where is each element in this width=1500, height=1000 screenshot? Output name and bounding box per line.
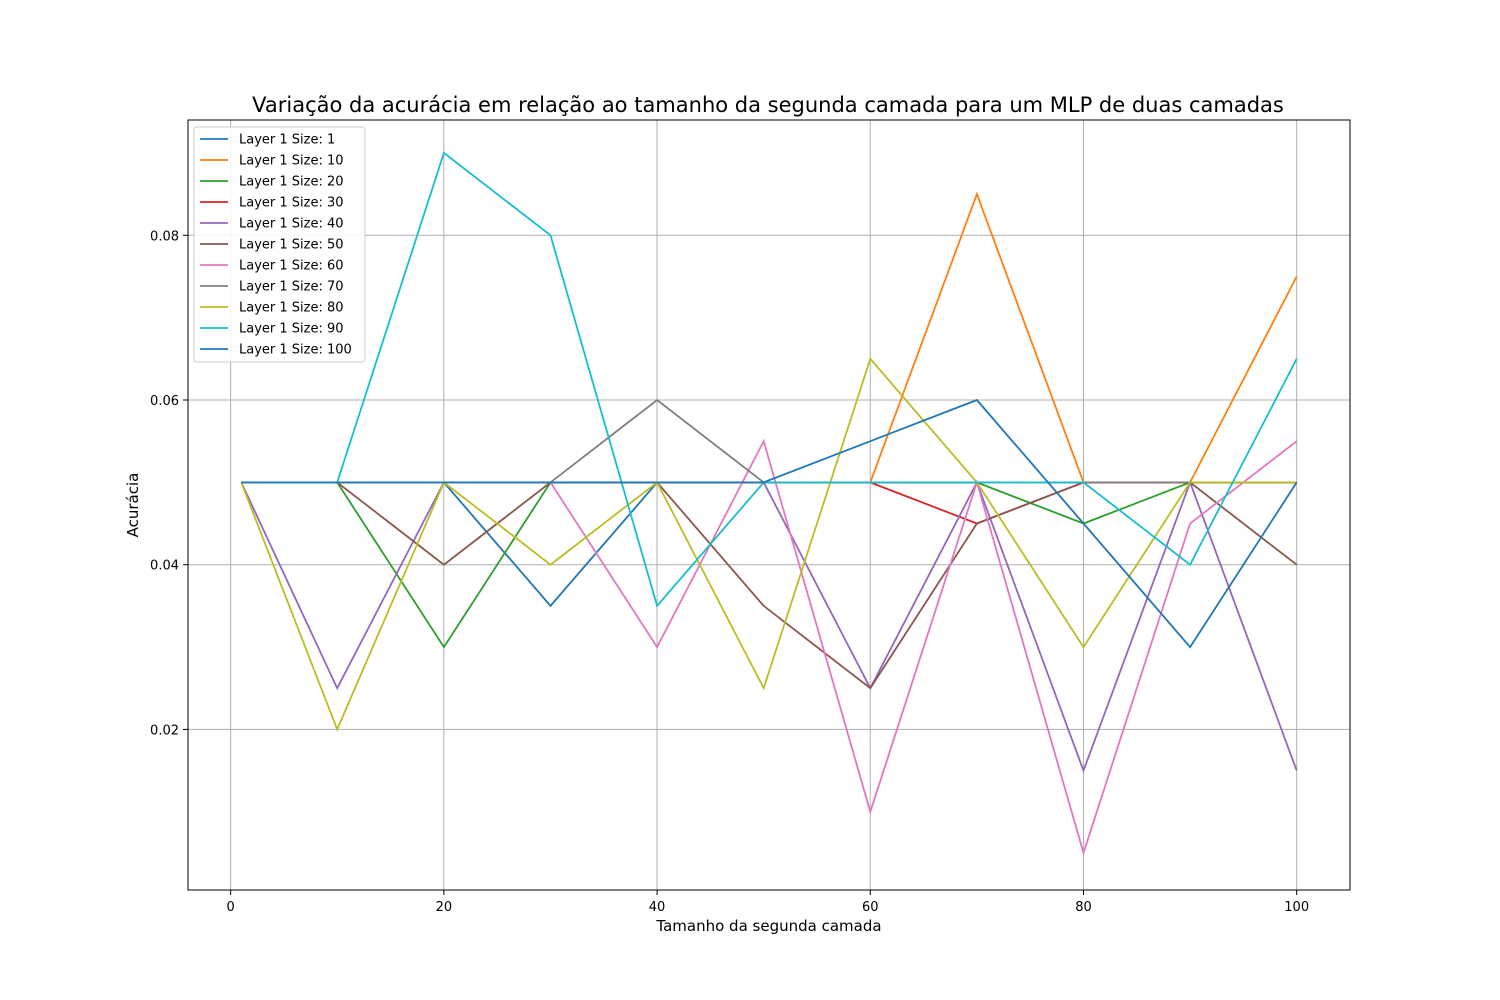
series-line-9 bbox=[240, 357, 1297, 732]
series-line-8 bbox=[241, 398, 1297, 484]
legend-entry: Layer 1 Size: 50 bbox=[239, 238, 344, 253]
y-tick-label: 0.04 bbox=[150, 559, 179, 574]
x-tick-label: 60 bbox=[862, 900, 879, 915]
chart-title: Variação da acurácia em relação ao taman… bbox=[252, 93, 1284, 117]
legend-entry: Layer 1 Size: 20 bbox=[239, 175, 344, 190]
axis-ticks: 0 20 40 60 80 100 0.02 0.04 0.06 0.08 bbox=[150, 229, 1309, 915]
legend-entry: Layer 1 Size: 40 bbox=[239, 217, 344, 232]
y-tick-label: 0.02 bbox=[150, 723, 179, 738]
series-lines bbox=[240, 151, 1298, 856]
x-tick-label: 80 bbox=[1075, 900, 1092, 915]
plot-frame bbox=[187, 119, 1351, 891]
x-axis-label: Tamanho da segunda camada bbox=[655, 917, 881, 935]
legend-entry: Layer 1 Size: 70 bbox=[239, 280, 344, 295]
x-tick-label: 40 bbox=[649, 900, 666, 915]
x-tick-label: 0 bbox=[227, 900, 235, 915]
series-line-11 bbox=[241, 398, 1298, 649]
legend-box bbox=[193, 126, 366, 363]
grid-lines bbox=[188, 120, 1350, 890]
legend-entry: Layer 1 Size: 90 bbox=[239, 322, 344, 337]
legend-entry: Layer 1 Size: 60 bbox=[239, 259, 344, 274]
legend-entry: Layer 1 Size: 80 bbox=[239, 301, 344, 316]
y-tick-label: 0.06 bbox=[150, 394, 179, 409]
x-tick-label: 20 bbox=[436, 900, 453, 915]
legend: Layer 1 Size: 1 Layer 1 Size: 10 Layer 1 S… bbox=[193, 126, 366, 363]
legend-entry: Layer 1 Size: 100 bbox=[239, 343, 352, 358]
legend-entry: Layer 1 Size: 1 bbox=[239, 133, 335, 148]
x-tick-label: 100 bbox=[1284, 900, 1309, 915]
y-tick-label: 0.08 bbox=[150, 229, 179, 244]
legend-entry: Layer 1 Size: 10 bbox=[239, 154, 344, 169]
series-line-10 bbox=[241, 151, 1298, 608]
series-line-2 bbox=[241, 191, 1298, 484]
legend-entry: Layer 1 Size: 30 bbox=[239, 196, 344, 211]
y-axis-label: Acurácia bbox=[124, 473, 142, 538]
